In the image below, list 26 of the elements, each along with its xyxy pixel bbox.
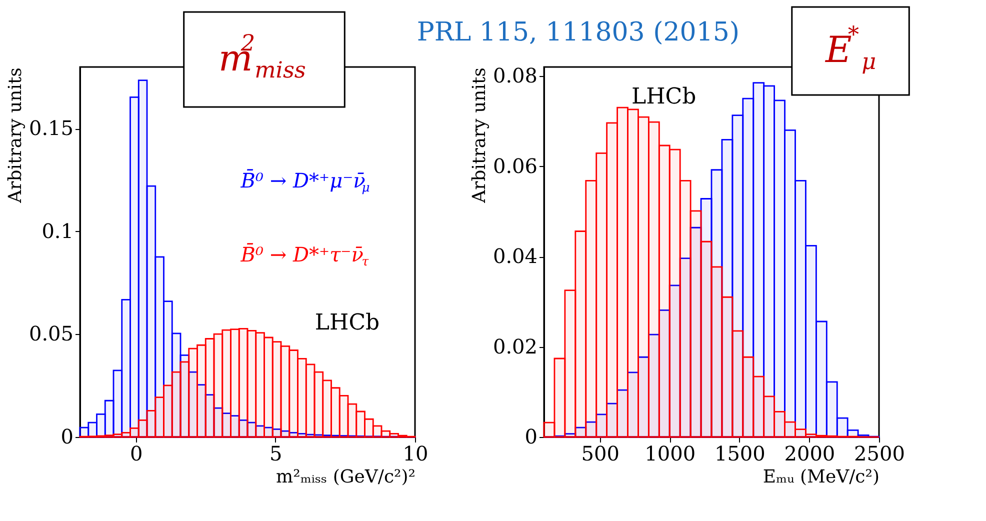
y-tick-label: 0 [60,424,74,448]
text: PRL 115, 111803 (2015) [416,18,740,48]
annotation: LHCb [632,84,696,110]
y-tick-label: 0.08 [492,64,538,88]
annotation: LHCb [314,310,380,336]
x-tick-label: 5 [270,442,282,466]
y-tick-label: 0.02 [492,334,538,358]
y-tick-label: 0 [524,424,538,448]
chart-title: E*μ [824,22,876,75]
x-tick-label: 0 [130,442,143,466]
x-axis-title: m²ₘᵢₛₛ (GeV/c²)² [276,466,416,488]
chart-title: m2miss [218,30,306,84]
x-tick-label: 500 [581,442,620,466]
x-axis-title: Eₘᵤ (MeV/c²) [762,466,880,488]
x-tick-label: 1000 [644,442,696,466]
y-axis-title: Arbitrary units [4,68,26,204]
x-tick-label: 2000 [784,442,836,466]
y-tick-label: 0.06 [492,154,538,178]
x-tick-label: 2500 [854,442,905,466]
y-tick-label: 0.05 [28,322,74,346]
x-tick-label: 1500 [714,442,766,466]
y-tick-label: 0.15 [28,116,74,140]
y-tick-label: 0.1 [42,218,74,243]
y-tick-label: 0.04 [492,244,538,268]
x-tick-label: 10 [402,442,428,466]
y-axis-title: Arbitrary units [468,68,490,204]
